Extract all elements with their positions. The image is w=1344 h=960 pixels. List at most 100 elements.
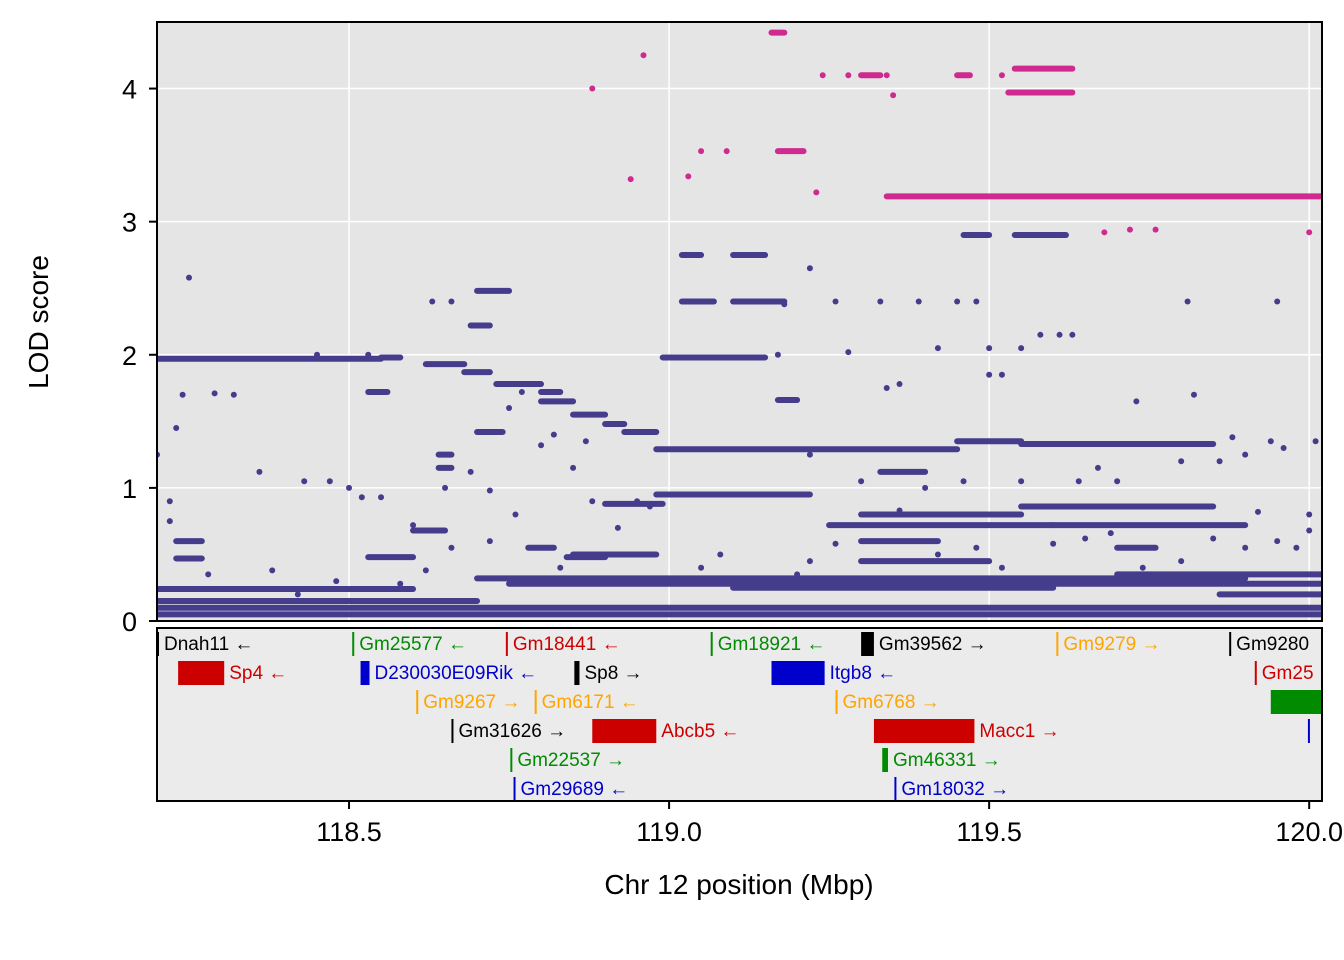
snp-point bbox=[1101, 229, 1108, 236]
snp-point bbox=[922, 578, 929, 585]
snp-point bbox=[256, 468, 263, 475]
gene-gm9280: Gm9280 bbox=[1229, 632, 1309, 656]
snp-point bbox=[1267, 438, 1274, 445]
snp-point bbox=[397, 354, 404, 361]
plot-frame bbox=[156, 21, 1323, 622]
snp-point bbox=[1274, 538, 1281, 545]
snp-point bbox=[1178, 458, 1185, 465]
gene-label: Gm9267 → bbox=[423, 692, 520, 713]
gene-body bbox=[534, 690, 537, 714]
snp-point bbox=[1242, 451, 1249, 458]
gene-gm46331: Gm46331 → bbox=[882, 748, 1001, 772]
snp-point bbox=[998, 564, 1005, 571]
gene-label: Gm9279 → bbox=[1063, 634, 1160, 655]
snp-point bbox=[429, 298, 436, 305]
snp-point bbox=[211, 390, 218, 397]
x-tick-label: 119.5 bbox=[956, 817, 1022, 847]
snp-point bbox=[960, 478, 967, 485]
snp-point bbox=[883, 72, 890, 79]
gene-body bbox=[710, 632, 713, 656]
gene-body bbox=[861, 632, 874, 656]
snp-point bbox=[986, 345, 993, 352]
snp-point bbox=[557, 564, 564, 571]
gene-label: Gm25577 ← bbox=[359, 634, 467, 655]
snp-point bbox=[1293, 544, 1300, 551]
snp-point bbox=[589, 498, 596, 505]
gene-gm18921: Gm18921 ← bbox=[710, 632, 825, 656]
gene-gm39562: Gm39562 → bbox=[861, 632, 987, 656]
x-tick-label: 118.5 bbox=[316, 817, 382, 847]
snp-point bbox=[1210, 535, 1217, 542]
snp-point bbox=[301, 478, 308, 485]
snp-point bbox=[698, 148, 705, 155]
snp-point bbox=[1018, 478, 1025, 485]
snp-point bbox=[550, 431, 557, 438]
y-axis: 0 1 2 3 4 bbox=[122, 75, 157, 637]
snp-point bbox=[1075, 478, 1082, 485]
snp-point bbox=[1280, 444, 1287, 451]
snp-point bbox=[1274, 298, 1281, 305]
plot-panel bbox=[157, 22, 1322, 621]
snp-point bbox=[230, 391, 237, 398]
snp-point bbox=[166, 498, 173, 505]
snp-point bbox=[1254, 508, 1261, 515]
snp-point bbox=[723, 148, 730, 155]
snp-point bbox=[467, 468, 474, 475]
snp-point bbox=[1082, 535, 1089, 542]
gene-body bbox=[894, 777, 897, 801]
x-axis-title: Chr 12 position (Mbp) bbox=[604, 869, 873, 900]
snp-point bbox=[896, 507, 903, 514]
snp-point bbox=[1069, 331, 1076, 338]
gene-label: D230030E09Rik ← bbox=[375, 663, 538, 684]
gene-gm25577: Gm25577 ← bbox=[352, 632, 467, 656]
snp-point bbox=[378, 494, 385, 501]
gene-label: Gm18441 ← bbox=[513, 634, 621, 655]
snp-point bbox=[774, 351, 781, 358]
y-tick-label: 0 bbox=[122, 607, 137, 637]
snp-point bbox=[1306, 229, 1313, 236]
snp-point bbox=[512, 511, 519, 518]
snp-point bbox=[582, 438, 589, 445]
x-tick-label: 119.0 bbox=[636, 817, 702, 847]
snp-point bbox=[819, 72, 826, 79]
gene-body bbox=[771, 661, 825, 685]
y-tick-label: 2 bbox=[122, 341, 137, 371]
gene-track: Dnah11 ← Gm25577 ← Gm18441 ← Gm18921 ← Gm395… bbox=[157, 632, 1322, 801]
snp-point bbox=[986, 371, 993, 378]
snp-point bbox=[397, 580, 404, 587]
gene-body bbox=[451, 719, 454, 743]
snp-point bbox=[518, 389, 525, 396]
gene-body bbox=[835, 690, 838, 714]
snp-point bbox=[294, 591, 301, 598]
snp-point bbox=[698, 564, 705, 571]
snp-point bbox=[1242, 544, 1249, 551]
snp-point bbox=[186, 274, 193, 281]
snp-point bbox=[1126, 226, 1133, 233]
gene-gm6768: Gm6768 → bbox=[835, 690, 940, 714]
gene-body bbox=[574, 661, 580, 685]
snp-point bbox=[640, 52, 647, 59]
snp-point bbox=[358, 494, 365, 501]
snp-series-0 bbox=[157, 231, 1322, 618]
gene-body bbox=[510, 748, 513, 772]
snp-point bbox=[448, 298, 455, 305]
snp-series-1 bbox=[589, 29, 1322, 236]
gene-gm29689: Gm29689 ← bbox=[513, 777, 628, 801]
snp-point bbox=[646, 503, 653, 510]
snp-point bbox=[1229, 434, 1236, 441]
gene-label: Gm18032 → bbox=[901, 779, 1009, 800]
snp-point bbox=[998, 72, 1005, 79]
gene-label: Gm25 bbox=[1262, 663, 1314, 684]
gene-gm6171: Gm6171 ← bbox=[534, 690, 639, 714]
snp-point bbox=[448, 544, 455, 551]
snp-point bbox=[410, 522, 417, 529]
snp-point bbox=[973, 544, 980, 551]
snp-point bbox=[1306, 527, 1313, 534]
snp-point bbox=[627, 176, 634, 183]
snp-point bbox=[806, 451, 813, 458]
gene-itgb8: Itgb8 ← bbox=[771, 661, 896, 685]
snp-point bbox=[634, 498, 641, 505]
gene-label: Dnah11 ← bbox=[164, 634, 253, 655]
snp-point bbox=[845, 349, 852, 356]
